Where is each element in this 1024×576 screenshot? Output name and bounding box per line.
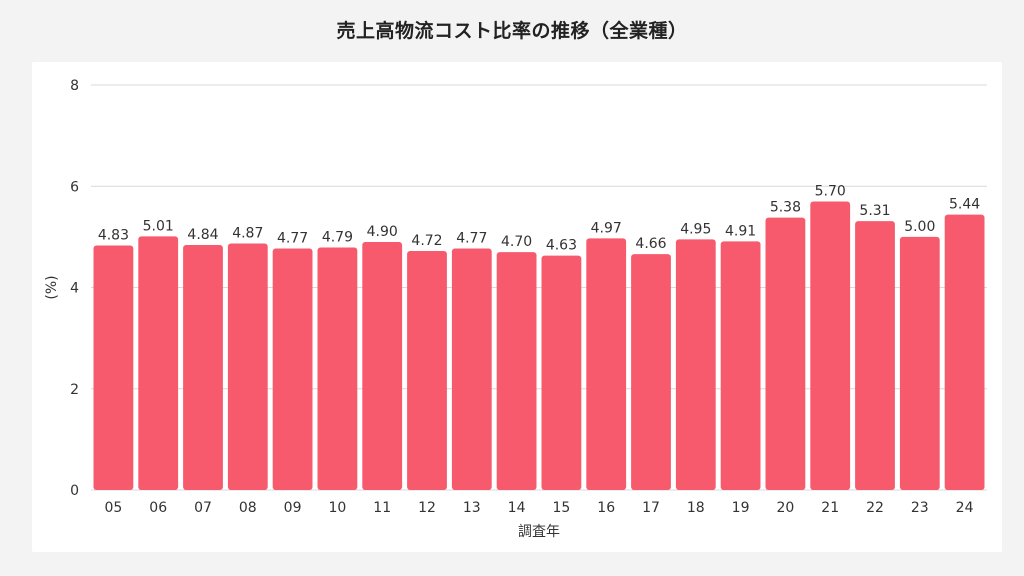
value-label: 4.90	[367, 224, 398, 240]
bar-17	[631, 254, 671, 490]
value-label: 4.95	[680, 221, 711, 237]
bar-11	[362, 241, 403, 490]
value-label: 4.83	[98, 227, 129, 243]
bar-15	[541, 255, 582, 490]
x-tick-label: 10	[328, 500, 346, 516]
bar-05	[93, 245, 134, 490]
x-tick-label: 08	[239, 500, 257, 516]
x-tick-label: 13	[463, 500, 481, 516]
value-label: 4.70	[501, 234, 532, 250]
y-axis-label: (%)	[44, 275, 60, 299]
value-label: 4.66	[635, 236, 666, 252]
chart-title: 売上高物流コスト比率の推移（全業種）	[336, 20, 688, 42]
bar-09	[272, 248, 313, 490]
value-label: 4.77	[277, 231, 308, 247]
x-tick-label: 21	[821, 500, 839, 516]
bar-13	[451, 248, 492, 490]
x-tick-label: 12	[418, 500, 436, 516]
bar-08	[227, 243, 268, 490]
value-label: 4.97	[591, 220, 622, 236]
bar-22	[855, 221, 895, 490]
x-tick-label: 09	[284, 500, 302, 516]
x-tick-label: 22	[866, 500, 884, 516]
value-label: 5.00	[904, 219, 935, 235]
value-label: 5.31	[859, 203, 890, 219]
value-label: 5.44	[949, 197, 980, 213]
x-tick-label: 11	[373, 500, 391, 516]
y-axis-ticks: 0 2 4 6 8	[70, 78, 79, 499]
bar-24	[944, 214, 985, 490]
bar-06	[138, 236, 179, 490]
value-label: 4.87	[232, 225, 263, 241]
x-axis-label: 調査年	[518, 524, 560, 540]
x-tick-label: 20	[776, 500, 794, 516]
value-label: 4.79	[322, 230, 353, 246]
bar-16	[586, 238, 627, 490]
bar-23	[899, 236, 940, 490]
value-labels: 4.83 5.01 4.84 4.87 4.77 4.79 4.90 4.72 4.77 4.70…	[98, 183, 980, 253]
value-label: 4.91	[725, 223, 756, 239]
x-tick-label: 05	[104, 500, 122, 516]
x-tick-label: 18	[687, 500, 705, 516]
y-tick-label: 4	[70, 281, 79, 297]
value-label: 4.84	[187, 227, 218, 243]
value-label: 4.63	[546, 238, 577, 254]
x-tick-label: 24	[956, 500, 974, 516]
value-label: 4.77	[456, 231, 487, 247]
value-label: 4.72	[411, 233, 442, 249]
x-tick-label: 14	[508, 500, 526, 516]
bar-12	[407, 251, 447, 490]
bar-10	[317, 247, 358, 490]
bar-07	[183, 244, 223, 490]
x-tick-label: 06	[149, 500, 167, 516]
bar-20	[765, 217, 806, 490]
x-tick-label: 16	[597, 500, 615, 516]
y-tick-label: 0	[70, 483, 79, 499]
value-label: 5.70	[815, 183, 846, 199]
x-tick-label: 15	[552, 500, 570, 516]
x-axis-ticks: 05 06 07 08 09 10 11 12 13 14 15 16 17 18 19 20 21 22 23 24	[104, 500, 973, 516]
y-tick-label: 2	[70, 382, 79, 398]
bar-14	[496, 252, 537, 490]
x-tick-label: 23	[911, 500, 929, 516]
y-tick-label: 8	[70, 78, 79, 94]
x-tick-label: 19	[732, 500, 750, 516]
y-tick-label: 6	[70, 179, 79, 195]
bar-18	[675, 239, 716, 490]
gridlines	[91, 84, 987, 491]
value-label: 5.38	[770, 200, 801, 216]
bar-21	[810, 201, 851, 490]
value-label: 5.01	[143, 218, 174, 234]
x-tick-label: 07	[194, 500, 212, 516]
bars	[93, 201, 985, 490]
bar-19	[720, 241, 761, 490]
x-tick-label: 17	[642, 500, 660, 516]
